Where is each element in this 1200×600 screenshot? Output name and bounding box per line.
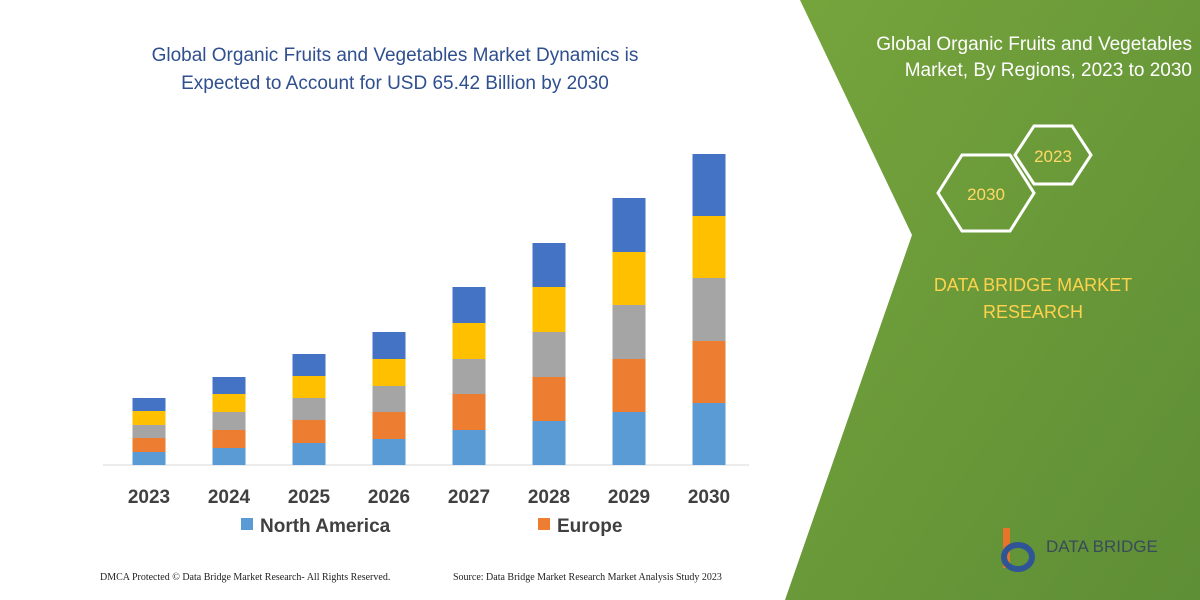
bar-segment (692, 341, 726, 403)
bar-segment (692, 403, 726, 465)
footer-source: Source: Data Bridge Market Research Mark… (453, 572, 722, 583)
panel-title: Global Organic Fruits and Vegetables Mar… (876, 34, 1192, 81)
footer-rights: DMCA Protected © Data Bridge Market Rese… (100, 572, 391, 583)
bar-segment (532, 287, 566, 332)
bar-segment (532, 243, 566, 287)
bar-segment (132, 438, 166, 452)
hexagon-label: 2023 (1034, 147, 1072, 166)
legend-label: North America (260, 516, 391, 537)
bar-segment (292, 354, 326, 376)
bar-segment (212, 412, 246, 430)
hexagon (936, 153, 1036, 233)
x-tick-label: 2024 (208, 487, 251, 508)
legend-swatch (538, 518, 550, 530)
bar-segment (692, 154, 726, 216)
bar-segment (532, 332, 566, 377)
x-tick-label: 2028 (528, 487, 570, 508)
bar-segment (132, 411, 166, 425)
bar-segment (212, 448, 246, 465)
legend-swatch (241, 518, 253, 530)
bar-segment (532, 377, 566, 421)
bar-segment (372, 386, 406, 412)
hexagon-label: 2030 (967, 185, 1005, 204)
green-panel (785, 0, 1200, 600)
bar-segment (292, 376, 326, 398)
bar-segment (612, 252, 646, 305)
bar-segment (372, 439, 406, 465)
bar-segment (452, 287, 486, 323)
bar-segment (692, 278, 726, 341)
logo-icon (1001, 542, 1035, 572)
x-tick-label: 2025 (288, 487, 331, 508)
bar-segment (532, 421, 566, 465)
bar-segment (292, 443, 326, 465)
bar-segment (452, 430, 486, 465)
brand: DATA BRIDGE MARKET RESEARCH (933, 275, 1133, 322)
hexagon (1013, 124, 1093, 186)
chart-title: Global Organic Fruits and Vegetables Mar… (151, 45, 639, 94)
bar-segment (372, 332, 406, 359)
x-tick-label: 2023 (128, 487, 170, 508)
logo-text: DATA BRIDGE (1046, 537, 1158, 556)
bar-segment (452, 359, 486, 394)
bar-segment (612, 359, 646, 412)
bar-segment (132, 452, 166, 465)
bar-segment (292, 398, 326, 420)
x-tick-label: 2026 (368, 487, 410, 508)
logo: DATA BRIDGE (1001, 528, 1158, 572)
bar-segment (212, 394, 246, 412)
bar-segment (372, 412, 406, 439)
bar-segment (212, 377, 246, 394)
bar-segment (612, 198, 646, 252)
x-tick-label: 2030 (688, 487, 730, 508)
x-tick-label: 2029 (608, 487, 650, 508)
bar-segment (612, 412, 646, 465)
bar-segment (132, 398, 166, 411)
bar-segment (292, 420, 326, 443)
bar-segment (452, 394, 486, 430)
x-tick-label: 2027 (448, 487, 490, 508)
bar-segment (612, 305, 646, 359)
bar-segment (212, 430, 246, 448)
bar-segment (452, 323, 486, 359)
legend-label: Europe (557, 516, 622, 537)
bar-segment (692, 216, 726, 278)
bar-segment (132, 425, 166, 438)
bar-segment (372, 359, 406, 386)
